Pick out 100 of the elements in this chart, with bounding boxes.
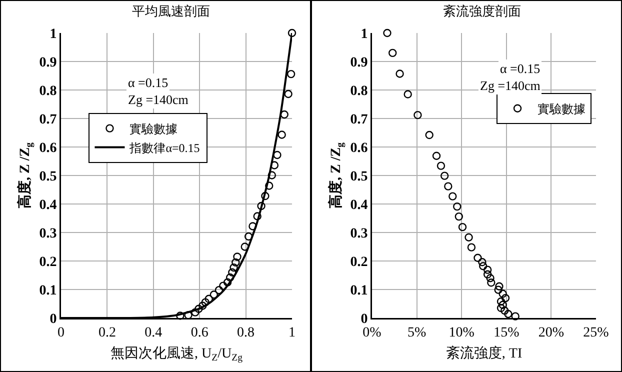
y-tick-label: 1 [360,26,368,42]
point [214,286,224,294]
point [253,212,262,220]
legend-label: 實驗數據 [130,122,178,136]
point [501,294,510,302]
point [483,270,492,278]
point [286,70,296,78]
point [495,282,504,290]
point [498,300,507,309]
x-tick-label: 0.6 [190,325,208,340]
y-tick-label: 0.2 [39,254,57,270]
x-tick-label: 0% [362,325,382,340]
point [261,192,270,200]
point [228,268,236,276]
y-tick-label: 0.3 [39,226,57,242]
y-tick-label: 0.5 [39,169,57,184]
point [383,28,392,38]
y-tick-label: 0.5 [350,169,368,184]
point [486,274,494,282]
x-tick-label: 25% [583,325,610,340]
point [414,110,422,120]
y-tick-label: 0 [360,312,368,327]
point [273,150,282,160]
annotation: Zg =140cm [480,78,540,93]
y-tick-label: 0.6 [39,140,57,156]
point [404,90,412,98]
x-tick-label: 10% [448,325,475,340]
chart-title: 紊流強度剖面 [442,4,521,19]
y-tick-label: 0.7 [39,112,57,128]
point [396,70,404,78]
point [284,90,292,98]
legend-label: 實驗數據 [538,102,586,116]
point [223,278,232,286]
point [511,312,520,320]
point [232,258,240,267]
y-tick-label: 0.4 [39,198,57,213]
x-tick-label: 5% [407,325,426,340]
point [436,162,446,170]
point [474,254,482,262]
point [233,252,242,261]
point [458,222,467,232]
x-tick-label: 0.4 [144,325,162,340]
legend-label: 指數律α=0.15 [128,140,200,155]
x-tick-label: 20% [538,325,564,340]
point [478,258,486,266]
y-tick-label: 0.2 [350,254,368,270]
point [496,297,506,306]
y-tick-label: 0.4 [350,198,368,213]
point [448,192,457,200]
point [483,266,492,274]
point [498,290,507,298]
point [504,310,512,318]
chart-title: 平均風速剖面 [132,4,210,19]
point [444,182,452,190]
y-tick-label: 0.7 [350,112,368,128]
point [479,262,488,270]
point [425,130,434,140]
point [198,302,207,310]
point [268,171,276,180]
point [230,263,238,272]
point [453,202,462,211]
y-tick-label: 0.8 [350,84,368,99]
x-tick-label: 1 [288,325,296,340]
y-tick-label: 0.9 [350,55,368,70]
point [454,212,464,221]
y-tick-label: 0.8 [39,84,57,99]
point [278,130,286,139]
point [244,232,253,241]
point [210,290,218,299]
point [176,312,184,320]
x-tick-label: 15% [494,325,520,340]
y-tick-label: 0.1 [350,283,368,298]
point [388,48,397,58]
point [191,308,200,316]
y-tick-label: 0.6 [350,140,368,156]
y-tick-label: 0.3 [350,226,368,242]
x-tick-label: 0.2 [98,325,116,340]
point [194,304,203,313]
point [467,243,476,252]
point [464,233,473,242]
point [226,273,234,282]
annotation: α =0.15 [128,75,168,90]
point [432,152,441,160]
x-tick-label: 0.8 [237,325,255,340]
x-axis-title: 紊流強度, TI [446,345,522,362]
point [494,286,502,294]
point [204,294,213,303]
point [440,172,449,180]
annotation: α =0.15 [500,61,540,76]
point [248,222,257,230]
point [265,182,274,190]
y-tick-label: 0.9 [39,55,57,70]
point [270,161,279,170]
point [500,306,509,315]
point [487,278,496,287]
point [219,282,228,290]
point [201,298,210,306]
y-tick-label: 0.1 [39,283,57,298]
point [496,304,506,312]
annotation: Zg =140cm [128,92,188,107]
